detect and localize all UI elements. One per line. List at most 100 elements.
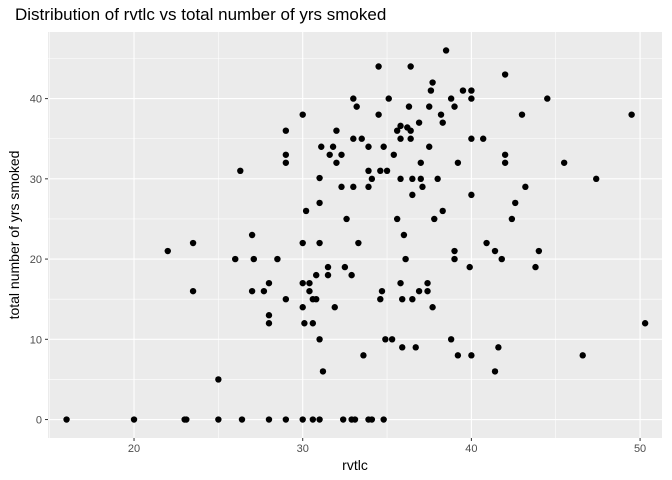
scatter-point — [282, 159, 290, 166]
scatter-point — [434, 175, 441, 183]
scatter-point — [397, 135, 404, 142]
scatter-point — [365, 167, 372, 175]
scatter-point — [248, 231, 256, 239]
scatter-point — [338, 183, 345, 191]
scatter-point — [316, 416, 323, 423]
scatter-point — [316, 199, 323, 207]
scatter-point — [189, 287, 197, 295]
scatter-point — [479, 135, 487, 142]
scatter-point — [274, 255, 281, 263]
scatter-point — [265, 279, 273, 287]
scatter-point — [409, 295, 416, 303]
plot-panel — [48, 32, 662, 438]
scatter-point — [400, 231, 408, 239]
scatter-point — [491, 368, 499, 375]
scatter-point — [375, 63, 382, 70]
scatter-point — [383, 167, 391, 175]
x-tick-label: 20 — [128, 443, 140, 455]
scatter-point — [358, 135, 365, 142]
scatter-point — [454, 159, 462, 166]
scatter-point — [63, 416, 70, 423]
scatter-point — [388, 336, 396, 343]
data-points — [63, 47, 649, 423]
scatter-point — [324, 271, 332, 279]
scatter-point — [522, 183, 529, 191]
scatter-point — [302, 207, 310, 215]
y-tick-label: 0 — [36, 415, 42, 427]
scatter-point — [299, 111, 306, 118]
scatter-point — [316, 174, 323, 182]
scatter-point — [319, 368, 327, 375]
scatter-point — [260, 287, 268, 295]
scatter-point — [407, 135, 414, 142]
scatter-point — [451, 255, 458, 263]
scatter-point — [498, 255, 505, 263]
y-tick-label: 20 — [30, 254, 42, 266]
scatter-point — [378, 287, 386, 295]
scatter-point — [355, 239, 362, 247]
scatter-point — [544, 95, 551, 102]
scatter-point — [338, 151, 345, 158]
scatter-point — [316, 336, 323, 343]
scatter-point — [431, 215, 438, 223]
scatter-point — [237, 167, 244, 175]
scatter-point — [417, 175, 424, 183]
scatter-point — [313, 271, 320, 279]
scatter-point — [248, 287, 256, 295]
scatter-point — [419, 183, 426, 191]
scatter-point — [447, 336, 455, 343]
scatter-point — [483, 239, 490, 247]
scatter-point — [468, 191, 475, 199]
scatter-point — [333, 127, 340, 134]
scatter-point — [130, 416, 138, 423]
scatter-point — [377, 167, 384, 175]
scatter-point — [215, 376, 222, 383]
scatter-point — [424, 279, 431, 287]
scatter-point — [397, 279, 404, 287]
scatter-point — [306, 287, 313, 295]
scatter-point — [183, 416, 190, 423]
scatter-point — [393, 127, 401, 134]
scatter-point — [424, 287, 431, 295]
scatter-point — [282, 295, 290, 303]
scatter-point — [164, 247, 171, 255]
scatter-point — [501, 71, 509, 78]
scatter-point — [439, 207, 446, 215]
scatter-point — [350, 95, 357, 102]
scatter-point — [437, 111, 445, 118]
x-tick-label: 40 — [465, 443, 477, 455]
scatter-point — [333, 159, 340, 166]
scatter-point — [468, 95, 475, 102]
scatter-point — [397, 175, 404, 183]
scatter-point — [512, 199, 519, 207]
scatter-point — [468, 135, 475, 142]
scatter-point — [318, 143, 325, 150]
scatter-point — [429, 304, 436, 311]
scatter-point — [265, 416, 273, 423]
scatter-point — [393, 215, 401, 223]
scatter-point — [459, 87, 467, 94]
scatter-point — [454, 352, 462, 359]
scatter-point — [442, 47, 450, 54]
scatter-point — [348, 271, 355, 279]
scatter-point — [399, 295, 406, 303]
scatter-point — [232, 255, 239, 263]
scatter-point — [412, 344, 419, 351]
scatter-point — [329, 143, 337, 150]
scatter-point — [427, 87, 435, 94]
scatter-point — [399, 344, 406, 351]
scatter-point — [375, 111, 382, 118]
scatter-point — [331, 304, 338, 311]
scatter-point — [466, 263, 473, 271]
scatter-point — [451, 103, 458, 110]
scatter-point — [353, 103, 360, 110]
scatter-point — [407, 63, 414, 70]
scatter-point — [313, 295, 320, 303]
scatter-point — [491, 247, 499, 255]
scatter-point — [368, 416, 376, 423]
scatter-point — [385, 95, 392, 102]
scatter-point — [579, 352, 586, 359]
scatter-point — [309, 320, 317, 327]
y-tick-label: 30 — [30, 174, 42, 186]
